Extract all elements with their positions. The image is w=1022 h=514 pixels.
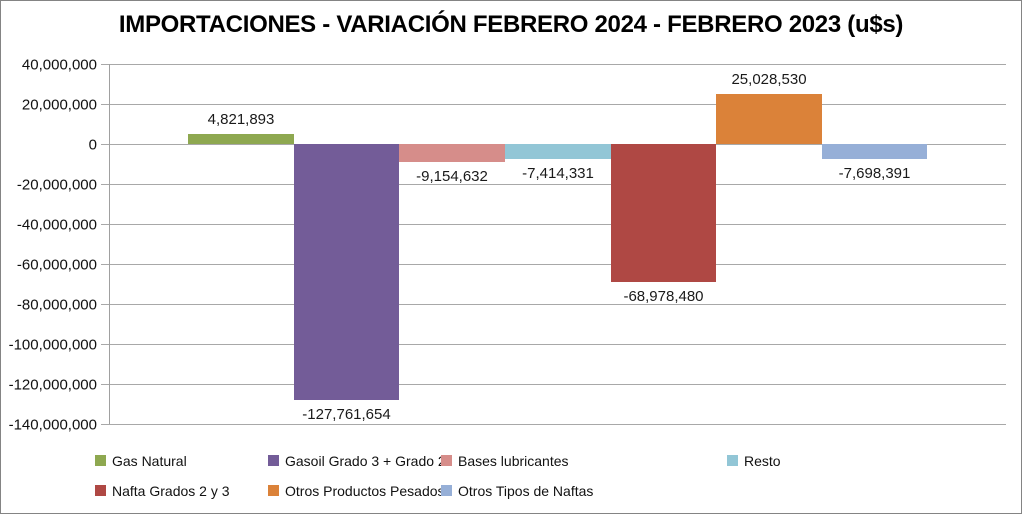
y-axis-tick-label: -140,000,000 [8,416,97,433]
chart-title: IMPORTACIONES - VARIACIÓN FEBRERO 2024 -… [118,11,904,38]
y-axis-tick-label: -120,000,000 [8,376,97,393]
legend-swatch [727,455,738,466]
bar-data-label: -7,698,391 [838,165,911,182]
legend-swatch [95,455,106,466]
legend-swatch [268,485,279,496]
legend-swatch [95,485,106,496]
bar-otros-productos-pesados [716,94,822,144]
legend-item-label: Otros Tipos de Naftas [458,483,594,499]
y-axis-tick-label: -20,000,000 [16,176,97,193]
y-axis-tick-label: 0 [88,136,97,153]
y-gridline [101,344,1006,345]
legend-swatch [268,455,279,466]
y-gridline [101,264,1006,265]
y-gridline [101,184,1006,185]
legend-item-label: Resto [744,453,781,469]
y-axis-line [109,64,110,424]
bar-data-label: 4,821,893 [207,111,275,128]
y-axis-tick-label: -40,000,000 [16,216,97,233]
y-axis-tick-label: -80,000,000 [16,296,97,313]
bar-resto [505,144,611,159]
y-gridline [101,304,1006,305]
bar-data-label: -127,761,654 [302,406,391,423]
y-gridline [101,64,1006,65]
y-axis-tick-label: -100,000,000 [8,336,97,353]
bar-otros-tipos-de-naftas [822,144,927,159]
y-gridline [101,224,1006,225]
legend-item-label: Otros Productos Pesados [285,483,445,499]
y-gridline [101,384,1006,385]
bar-data-label: -7,414,331 [522,165,594,182]
legend-item-label: Gas Natural [112,453,187,469]
bar-gas-natural [188,134,294,144]
legend-item-label: Gasoil Grado 3 + Grado 2 [285,453,446,469]
bar-data-label: -68,978,480 [623,288,704,305]
legend-swatch [441,455,452,466]
y-gridline [101,424,1006,425]
bar-data-label: 25,028,530 [731,71,807,88]
y-axis-tick-label: -60,000,000 [16,256,97,273]
y-axis-tick-label: 20,000,000 [21,96,97,113]
y-axis-tick-label: 40,000,000 [21,56,97,73]
bar-nafta-grados-2-y-3 [611,144,716,282]
legend-item-label: Nafta Grados 2 y 3 [112,483,230,499]
legend-item-label: Bases lubricantes [458,453,569,469]
y-gridline [101,104,1006,105]
bar-bases-lubricantes [399,144,505,162]
bar-gasoil-grado-3-grado-2 [294,144,399,400]
legend-swatch [441,485,452,496]
bar-data-label: -9,154,632 [416,168,488,185]
